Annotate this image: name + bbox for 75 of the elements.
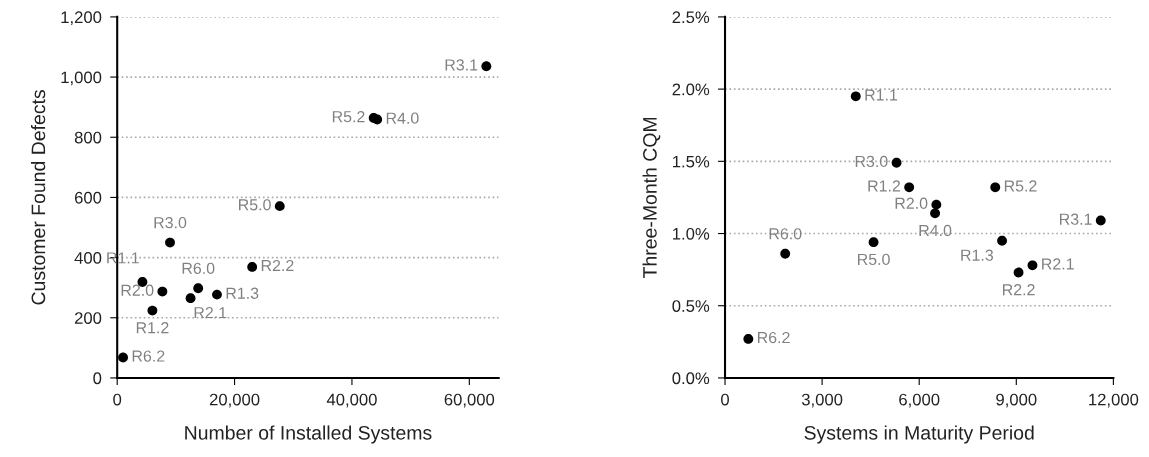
point	[780, 248, 791, 259]
x-tick-label: 3,000	[801, 393, 843, 408]
x-tick-label: 6,000	[899, 393, 940, 408]
point	[193, 283, 204, 294]
y-tick-label: 0.0%	[672, 372, 710, 385]
annotation: R6.0	[182, 262, 215, 275]
y-tick-label: 600	[74, 191, 102, 204]
annotation: R3.1	[445, 59, 478, 71]
annotation: R2.1	[1042, 258, 1074, 270]
x-axis-title: Systems in Maturity Period	[804, 425, 1034, 444]
annotation: R2.0	[895, 197, 928, 209]
annotation: R5.0	[239, 199, 271, 211]
point	[212, 289, 222, 300]
point	[931, 199, 942, 210]
annotation: R1.1	[865, 89, 898, 101]
point	[147, 305, 158, 316]
annotation: R4.0	[386, 112, 419, 124]
point	[185, 293, 196, 304]
annotation: R3.0	[855, 155, 888, 168]
point	[118, 352, 128, 363]
point	[891, 157, 902, 168]
y-tick-label: 1,200	[61, 11, 102, 26]
point	[372, 114, 383, 125]
point	[1027, 260, 1038, 271]
point	[743, 334, 754, 344]
point	[904, 182, 915, 193]
x-tick-label: 60,000	[444, 393, 495, 408]
y-tick-label: 400	[74, 252, 102, 264]
annotation: R5.2	[1004, 180, 1037, 192]
y-tick-label: 0	[93, 372, 102, 385]
x-tick-label: 0	[113, 393, 122, 406]
y-tick-label: 800	[74, 131, 102, 144]
y-tick-label: 0.5%	[672, 300, 710, 312]
y-tick-label: 2.0%	[672, 83, 710, 96]
annotation: R1.2	[136, 322, 169, 334]
x-tick-label: 20,000	[209, 393, 260, 408]
annotation: R1.3	[226, 287, 259, 299]
x-tick-label: 0	[721, 393, 729, 406]
point	[930, 208, 940, 219]
point	[997, 235, 1007, 246]
point	[274, 201, 285, 212]
annotation: R2.2	[261, 259, 294, 272]
annotation: R1.2	[868, 180, 901, 192]
annotation: R6.2	[132, 350, 165, 362]
annotation: R6.2	[757, 331, 790, 344]
point	[481, 61, 492, 72]
annotation: R2.0	[121, 284, 154, 296]
annotation: R2.2	[1003, 284, 1035, 296]
annotation: R5.2	[332, 110, 365, 123]
point	[157, 286, 168, 297]
y-tick-label: 2.5%	[672, 11, 710, 24]
point	[1013, 267, 1024, 278]
x-tick-label: 40,000	[326, 393, 377, 408]
annotation: R1.3	[961, 249, 994, 261]
y-tick-label: 1.5%	[673, 155, 710, 168]
y-axis-title: Three-Month CQM	[642, 117, 661, 279]
annotation: R3.1	[1060, 213, 1092, 225]
point	[850, 91, 861, 102]
y-tick-label: 200	[74, 312, 102, 324]
point	[990, 182, 1001, 193]
y-axis-title: Customer Found Defects	[30, 90, 46, 305]
annotation: R6.0	[769, 228, 802, 240]
annotation: R3.0	[154, 216, 187, 229]
x-axis-title: Number of Installed Systems	[185, 425, 432, 444]
annotation: R5.0	[858, 253, 890, 266]
point	[1095, 215, 1106, 226]
x-tick-label: 9,000	[996, 393, 1037, 408]
y-tick-label: 1,000	[61, 71, 102, 86]
annotation: R2.1	[194, 306, 227, 319]
point	[165, 237, 175, 248]
annotation: R4.0	[919, 224, 952, 237]
point	[247, 262, 258, 272]
y-tick-label: 1.0%	[673, 227, 710, 240]
x-tick-label: 12,000	[1089, 393, 1139, 408]
point	[868, 237, 879, 248]
